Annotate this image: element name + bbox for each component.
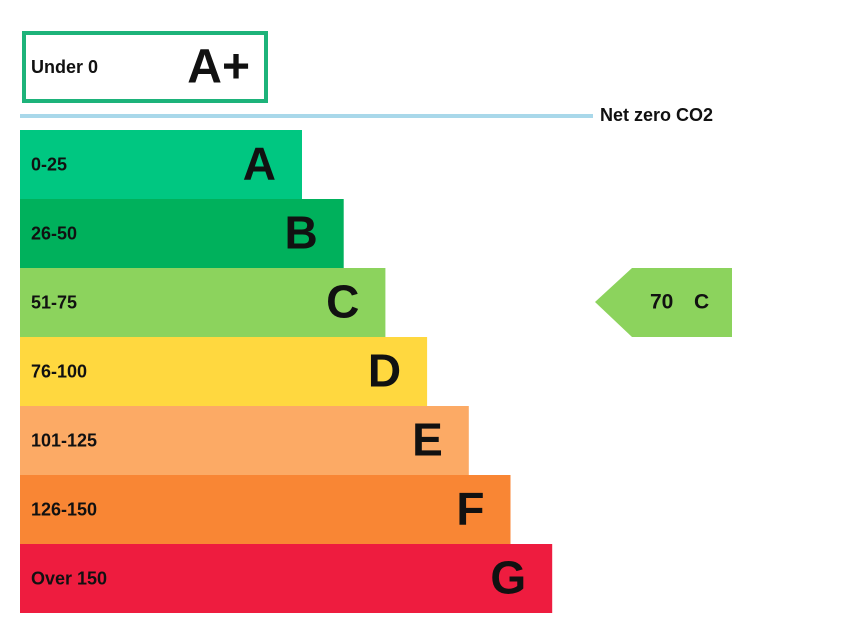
band (20, 130, 302, 199)
band (20, 475, 511, 544)
band-letter: A (243, 138, 276, 190)
band-letter: C (326, 276, 359, 328)
band-range: 126-150 (31, 499, 97, 519)
band (20, 337, 428, 406)
band-letter: F (456, 483, 484, 535)
band (20, 406, 469, 475)
top-rating-box (22, 31, 268, 103)
band-letter: G (490, 552, 526, 604)
net-zero-label: Net zero CO2 (600, 105, 713, 125)
band-range: 51-75 (31, 292, 77, 312)
current-letter: C (694, 291, 709, 314)
current-rating-arrow (595, 268, 732, 337)
top-rating-range: Under 0 (31, 57, 98, 77)
band-range: 101-125 (31, 430, 97, 450)
band (20, 199, 344, 268)
band-letter: B (284, 207, 317, 259)
band (20, 544, 553, 613)
top-rating-letter: A+ (187, 41, 250, 94)
band (20, 268, 386, 337)
current-value: 70 (650, 291, 673, 314)
band-range: 76-100 (31, 361, 87, 381)
band-range: Over 150 (31, 568, 107, 588)
band-letter: D (368, 345, 401, 397)
band-letter: E (412, 414, 443, 466)
band-range: 0-25 (31, 154, 67, 174)
band-range: 26-50 (31, 223, 77, 243)
bands: 0-25 A 26-50 B 51-75 C 76-100 D 101-125 E 126-150 F… (20, 130, 553, 613)
